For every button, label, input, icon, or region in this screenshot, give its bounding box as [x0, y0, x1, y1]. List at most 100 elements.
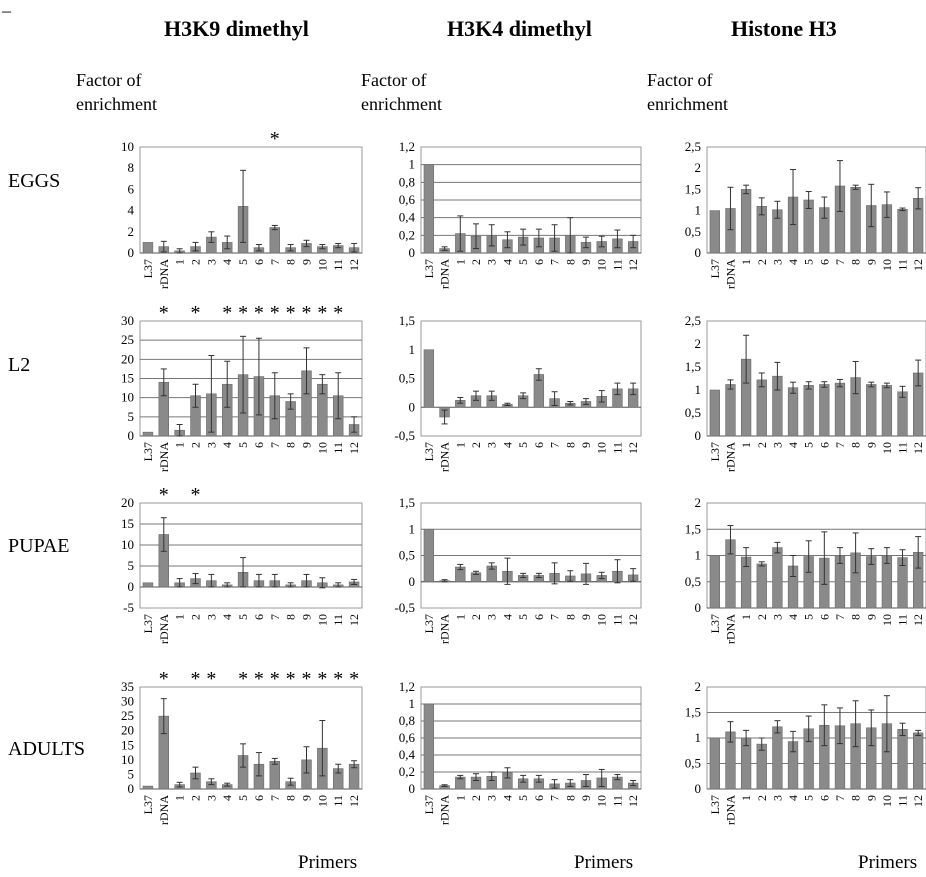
ylabel-line-1: Factor of	[647, 70, 713, 90]
eggs-h3-xtick-label: 1	[739, 259, 753, 265]
l2-h3k4-plot-frame	[420, 320, 642, 437]
pupae-h3k9-xtick-label: rDNA	[157, 614, 171, 644]
l2-h3k9-significance-star: *	[191, 302, 201, 324]
l2-h3k4-xtick-label: 10	[595, 442, 609, 454]
eggs-h3k4-ytick-label: 1,2	[399, 139, 415, 154]
l2-h3k4-xtick-label: 9	[579, 442, 593, 448]
pupae-h3k4-xtick-label: 4	[500, 614, 514, 620]
l2-h3k4-xtick-label: rDNA	[438, 442, 452, 472]
l2-h3k9-xtick-label: 4	[220, 442, 234, 448]
eggs-h3k9-xtick-label: 9	[300, 259, 314, 265]
l2-h3-xtick-label: 1	[739, 442, 753, 448]
pupae-h3k9-xtick-label: 5	[236, 614, 250, 620]
adults-h3k9-significance-star: *	[286, 668, 296, 690]
l2-h3k9-ytick-label: 0	[128, 428, 135, 443]
pupae-h3k9-xtick-label: 3	[204, 614, 218, 620]
pupae-h3k4-xtick-label: 2	[469, 614, 483, 620]
eggs-h3k9-xtick-label: 3	[204, 259, 218, 265]
eggs-h3-xtick-label: 10	[880, 259, 894, 271]
adults-h3-xtick-label: L37	[708, 795, 722, 814]
pupae-h3-xtick-label: 3	[770, 614, 784, 620]
eggs-h3k4-xtick-label: 9	[579, 259, 593, 265]
l2-h3-xtick-label: L37	[708, 442, 722, 461]
adults-h3k4-xtick-label: 9	[579, 795, 593, 801]
l2-h3k9-xtick-label: 10	[315, 442, 329, 454]
eggs-h3-plot-frame	[706, 146, 926, 254]
eggs-h3-ytick-label: 1,5	[685, 181, 701, 196]
adults-h3-bar	[897, 729, 908, 790]
eggs-h3k9-xtick-label: 1	[173, 259, 187, 265]
adults-h3k9-significance-star: *	[317, 668, 327, 690]
adults-h3k9-significance-star: *	[349, 668, 359, 690]
pupae-h3-xtick-label: 11	[896, 614, 910, 626]
adults-h3k4-ytick-label: 0,2	[399, 764, 415, 779]
adults-h3k4-xtick-label: 1	[453, 795, 467, 801]
l2-h3k9-ytick-label: 10	[121, 390, 134, 405]
pupae-h3k9-bar	[142, 582, 154, 588]
eggs-h3-bar	[740, 189, 752, 254]
l2-h3-bar	[725, 384, 736, 437]
eggs-h3k4-xtick-label: 3	[485, 259, 499, 265]
pupae-h3k4-xtick-label: 10	[595, 614, 609, 626]
eggs-h3k4-xtick-label: 8	[563, 259, 577, 265]
adults-h3k4-ytick-label: 1,2	[399, 679, 415, 694]
adults-h3-ytick-label: 0,5	[685, 756, 701, 771]
pupae-h3-ytick-label: 1	[695, 548, 702, 563]
l2-h3k9-significance-star: *	[333, 302, 343, 324]
adults-h3-xtick-label: 9	[864, 795, 878, 801]
adults-h3k9-bar	[142, 785, 154, 790]
eggs-h3k4-ytick-label: 0,8	[399, 174, 415, 189]
eggs-h3-ytick-label: 2	[695, 160, 702, 175]
l2-h3k9-significance-star: *	[302, 302, 312, 324]
pupae-h3k9-xtick-label: 7	[268, 614, 282, 620]
xlabel-h3k9: Primers	[298, 852, 358, 873]
adults-h3k4-bar	[423, 703, 435, 790]
adults-h3k9-xtick-label: 3	[204, 795, 218, 801]
eggs-h3k4-ytick-label: 0,6	[399, 192, 416, 207]
pupae-h3k9-ytick-label: 0	[128, 579, 135, 594]
pupae-h3-xtick-label: L37	[708, 614, 722, 633]
eggs-h3-ytick-label: 0	[695, 245, 702, 260]
adults-h3k9-significance-star: *	[238, 668, 248, 690]
adults-h3-ytick-label: 1	[695, 730, 702, 745]
l2-h3-bar	[834, 382, 846, 437]
l2-h3-xtick-label: 3	[770, 442, 784, 448]
l2-h3-ytick-label: 2,5	[685, 313, 701, 328]
eggs-h3-ytick-label: 0,5	[685, 224, 701, 239]
l2-h3-xtick-label: 9	[864, 442, 878, 448]
l2-h3-ytick-label: 2	[695, 336, 702, 351]
eggs-h3-ytick-label: 1	[695, 203, 702, 218]
eggs-h3k9-ytick-label: 4	[128, 203, 135, 218]
adults-h3k9-xtick-label: 12	[347, 795, 361, 807]
l2-h3k9-significance-star: *	[222, 302, 232, 324]
adults-h3k4-xtick-label: 4	[500, 795, 514, 801]
eggs-h3-bar	[850, 186, 861, 254]
adults-h3k9-plot-frame	[139, 686, 363, 790]
pupae-h3k4-xtick-label: 11	[610, 614, 624, 626]
pupae-h3k4-xtick-label: 8	[563, 614, 577, 620]
pupae-h3k9-xtick-label: 12	[347, 614, 361, 626]
adults-h3k4-ytick-label: 0,8	[399, 713, 415, 728]
ylabel-h3k4: Factor of enrichment	[361, 68, 442, 116]
pupae-h3-ytick-label: 2	[695, 495, 702, 510]
l2-h3-bar	[866, 384, 877, 437]
adults-h3k9-xtick-label: 8	[284, 795, 298, 801]
column-title-h3: Histone H3	[731, 16, 837, 41]
adults-h3k9-significance-star: *	[333, 668, 343, 690]
adults-h3-bar	[913, 732, 924, 790]
adults-h3k4-xtick-label: 5	[516, 795, 530, 801]
ylabel-line-2: enrichment	[361, 94, 442, 114]
l2-h3-xtick-label: 10	[880, 442, 894, 454]
pupae-h3-xtick-label: 4	[786, 614, 800, 620]
pupae-h3-bar	[772, 547, 783, 609]
l2-h3k9-xtick-label: 9	[300, 442, 314, 448]
pupae-h3k4-xtick-label: 1	[453, 614, 467, 620]
eggs-h3k4-ytick-label: 1	[409, 157, 416, 172]
eggs-h3k9-xtick-label: 4	[220, 259, 234, 265]
l2-h3k9-xtick-label: 6	[252, 442, 266, 448]
adults-h3-xtick-label: 11	[896, 795, 910, 807]
pupae-h3k4-xtick-label: 5	[516, 614, 530, 620]
adults-h3k9-ytick-label: 20	[121, 723, 134, 738]
adults-h3k9-ytick-label: 35	[121, 679, 134, 694]
l2-h3k4-xtick-label: 7	[548, 442, 562, 448]
